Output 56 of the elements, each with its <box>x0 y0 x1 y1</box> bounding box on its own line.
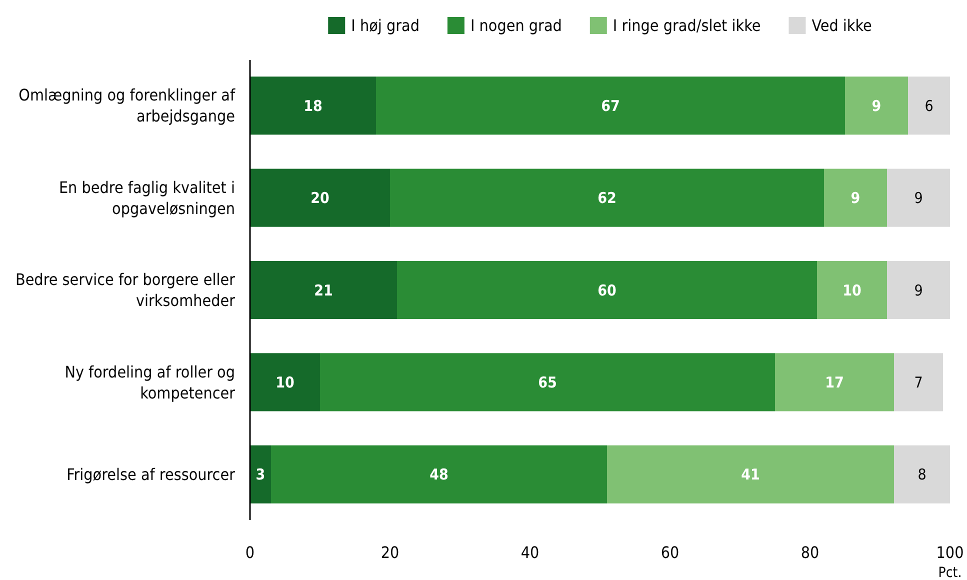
bar <box>894 445 950 504</box>
data-label: 67 <box>601 96 620 115</box>
data-label: 9 <box>914 281 923 300</box>
bar <box>250 445 271 504</box>
data-label: 6 <box>924 96 934 115</box>
data-label: 7 <box>914 373 923 392</box>
data-label: 10 <box>842 281 862 300</box>
bar <box>894 353 943 412</box>
bar <box>271 445 607 504</box>
y-tick-label: Ny fordeling af roller og kompetencer <box>64 362 236 402</box>
data-label: 8 <box>918 466 926 484</box>
data-label: 9 <box>914 189 923 208</box>
x-axis-title: Pct. <box>938 565 962 580</box>
x-tick-label: 60 <box>660 543 680 562</box>
y-tick-label: En bedre faglig kvalitet i opgaveløsningen <box>58 178 235 218</box>
data-label: 18 <box>304 96 322 115</box>
x-tick-label: 20 <box>380 543 400 562</box>
x-tick-label: 100 <box>936 543 964 562</box>
legend-label: I nogen grad <box>470 16 562 36</box>
data-label: 41 <box>741 466 760 484</box>
bar <box>397 260 817 320</box>
data-label: 48 <box>430 466 448 484</box>
bar <box>887 168 950 227</box>
bar <box>250 260 397 320</box>
bar <box>775 353 894 412</box>
legend-label: Ved ikke <box>812 16 872 36</box>
legend-label: I høj grad <box>351 16 420 36</box>
bar <box>390 168 824 227</box>
bar <box>250 76 376 135</box>
bar <box>908 76 950 135</box>
bar <box>887 260 950 320</box>
bar <box>824 168 887 227</box>
data-label: 20 <box>310 189 330 208</box>
bar <box>845 76 908 135</box>
x-tick-label: 40 <box>520 543 540 562</box>
data-label: 3 <box>256 466 266 484</box>
x-tick-label: 0 <box>245 543 255 562</box>
y-tick-label: Frigørelse af ressourcer <box>66 464 236 484</box>
x-tick-label: 80 <box>800 543 820 562</box>
data-label: 65 <box>538 373 557 392</box>
data-label: 60 <box>598 281 616 300</box>
bar <box>320 353 775 412</box>
data-label: 17 <box>825 373 844 392</box>
data-label: 9 <box>850 189 860 208</box>
data-label: 62 <box>598 189 616 208</box>
bar <box>376 76 845 135</box>
bar <box>607 445 894 504</box>
data-label: 9 <box>872 96 882 115</box>
bar <box>817 260 887 320</box>
data-label: 21 <box>314 281 333 300</box>
y-tick-label: Omlægning og forenklinger af arbejdsgange <box>18 86 236 126</box>
data-label: 10 <box>276 373 294 392</box>
bar <box>250 353 320 412</box>
bar <box>250 168 390 227</box>
legend-label: I ringe grad/slet ikke <box>612 16 761 36</box>
y-tick-label: Bedre service for borgere eller virksomheder <box>15 270 236 310</box>
